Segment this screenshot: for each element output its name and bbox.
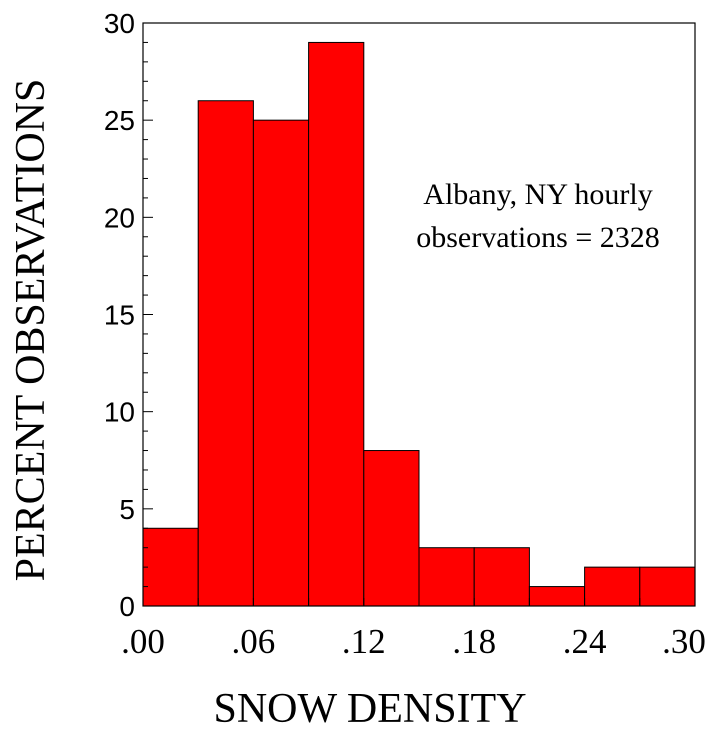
histogram-bar: [142, 527, 199, 607]
histogram-bar: [473, 547, 530, 607]
x-axis-title: SNOW DENSITY: [213, 686, 526, 731]
x-tick-label: .30: [662, 622, 706, 661]
histogram-bar: [363, 450, 420, 607]
y-tick-label: 20: [104, 202, 135, 233]
y-tick-label: 25: [104, 105, 135, 136]
y-tick-label: 0: [119, 591, 135, 622]
y-tick-label: 10: [104, 397, 135, 428]
y-axis-title: PERCENT OBSERVATIONS: [8, 79, 54, 582]
x-tick-label: .06: [232, 622, 276, 661]
x-axis: .00 .06 .12 .18 .24 .30: [121, 598, 706, 661]
histogram-bar: [197, 100, 254, 607]
histogram-bar: [528, 586, 586, 607]
histogram-bar: [308, 41, 365, 607]
bars-group: [142, 41, 696, 607]
y-tick-label: 5: [119, 494, 135, 525]
y-tick-label: 30: [104, 8, 135, 39]
x-tick-label: .00: [121, 622, 165, 661]
y-axis: 0 5 10 15 20 25 30: [104, 8, 153, 622]
x-tick-label: .18: [452, 622, 496, 661]
histogram-bar: [418, 547, 475, 607]
annotation-line-2: observations = 2328: [416, 221, 660, 254]
histogram-bar: [639, 566, 696, 607]
histogram-bar: [252, 119, 310, 607]
annotation-line-1: Albany, NY hourly: [423, 178, 652, 211]
y-tick-label: 15: [104, 300, 135, 331]
histogram-bar: [584, 566, 641, 607]
x-tick-label: .24: [563, 622, 607, 661]
x-tick-label: .12: [342, 622, 386, 661]
